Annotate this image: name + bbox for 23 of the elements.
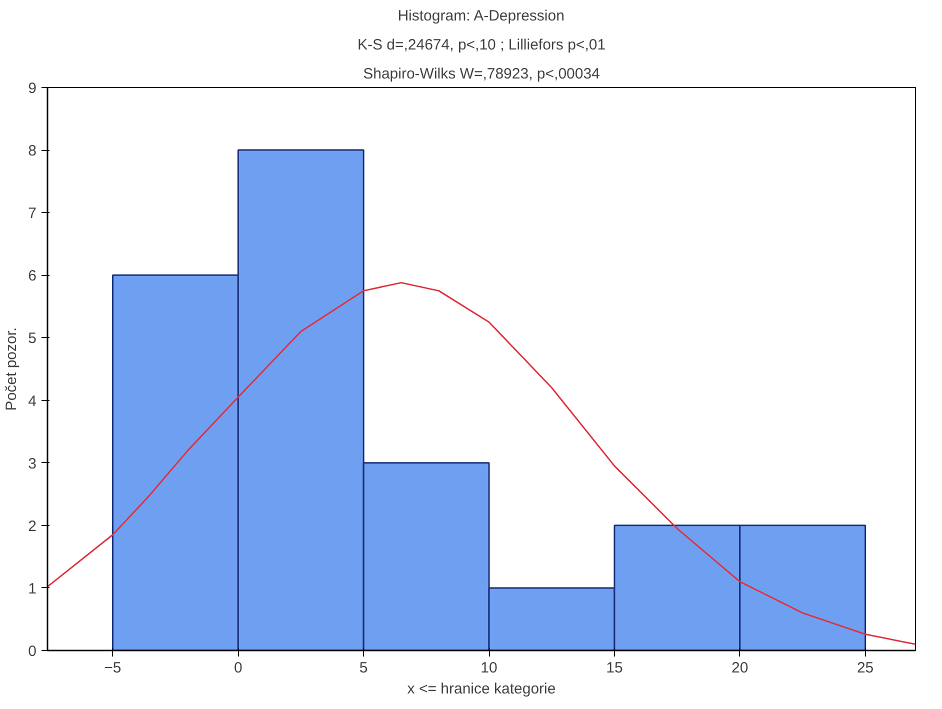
- y-tick-label: 7: [28, 205, 36, 222]
- y-axis-title: Počet pozor.: [3, 327, 20, 411]
- y-tick-label: 0: [28, 643, 36, 660]
- text: Shapiro-Wilks W=,78923, p<,00034: [363, 66, 600, 82]
- chart-subtitle: K-S d=,24674, p<,10 ; Lilliefors p<,01: [357, 36, 606, 54]
- x-tick-label: 20: [732, 660, 748, 676]
- y-tick-label: 8: [28, 142, 36, 160]
- x-tick-label: 5: [359, 660, 368, 676]
- y-tick-label: 6: [28, 268, 36, 285]
- chart-title: Histogram: A-Depression: [398, 8, 564, 24]
- x-axis-title: x <= hranice kategorie: [407, 680, 556, 698]
- y-tick-label: 4: [28, 392, 36, 410]
- y-tick-label: 1: [28, 580, 36, 598]
- x-tick-label: 0: [234, 660, 242, 676]
- x-tick-label: −5: [104, 660, 122, 676]
- y-tick-label: 2: [28, 518, 36, 535]
- y-tick-label: 5: [28, 330, 36, 348]
- y-tick-label: 3: [28, 455, 36, 472]
- line-series: [48, 282, 916, 645]
- y-tick-label: 9: [28, 80, 36, 97]
- x-tick-label: 10: [480, 660, 498, 676]
- x-tick-label: 25: [856, 660, 874, 676]
- x-tick-label: 15: [606, 660, 623, 676]
